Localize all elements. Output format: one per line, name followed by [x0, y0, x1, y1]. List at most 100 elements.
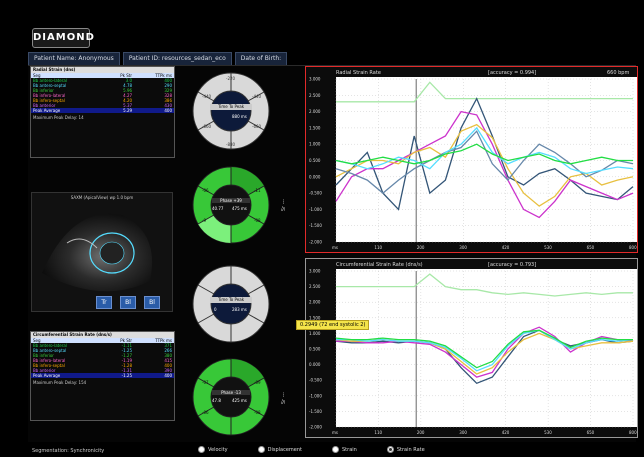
chart-xtick: 420 — [502, 245, 510, 250]
chart-ytick: -1.500 — [309, 223, 322, 228]
circ-table-body: Bb antero-lateral -1.11 371 Bb antero-septa… — [31, 343, 174, 378]
chart-xtick: 300 — [459, 430, 467, 435]
circ-table-header: Seg Pk Str TTPk ms — [31, 338, 174, 343]
radial-table-row-ttpk: 328 — [164, 93, 172, 98]
circ-header-pk: Pk Str — [120, 338, 133, 343]
ring-bot2-v1: -09 — [254, 380, 261, 385]
radial-table-row-peak: 4.20 — [123, 98, 133, 103]
chart-xtick: 650 — [587, 245, 595, 250]
radial-table-row[interactable]: Bb infero-lateral 4.27 328 — [31, 93, 174, 98]
chart-xtick: 200 — [417, 245, 425, 250]
echo-button-2[interactable]: Bl — [120, 296, 136, 309]
radial-table-row-label: Bb inferior — [33, 88, 54, 93]
ring-top1-seg3: -880 — [226, 142, 236, 147]
chart-ytick: 1.500 — [309, 315, 321, 320]
radial-table-row[interactable]: Bb anterior 5.37 430 — [31, 103, 174, 108]
radio-strain-rate[interactable]: Strain Rate — [386, 446, 425, 453]
bullseye-ring-icon — [192, 166, 270, 244]
radial-table-row[interactable]: Bb antero-lateral 3.0 400 — [31, 78, 174, 83]
radio-strain-label: Strain — [342, 446, 357, 453]
radio-displacement[interactable]: Displacement — [257, 446, 302, 453]
circ-table-row[interactable]: Bb inferior -1.27 380 — [31, 353, 174, 358]
circ-table-row[interactable]: Bb infero-septal -1.28 400 — [31, 363, 174, 368]
circ-table-row-ttpk: 415 — [164, 358, 172, 363]
chart-ytick: 2.500 — [309, 284, 321, 289]
ring-bot1-left: 0 — [214, 307, 217, 312]
circ-table-row[interactable]: Bb anterior -1.31 390 — [31, 368, 174, 373]
chart-xtick: ms — [332, 430, 338, 435]
circ-table-row-peak: -1.31 — [121, 368, 133, 373]
chart-ytick: 2.500 — [309, 93, 321, 98]
chart-xtick: 800 — [629, 245, 637, 250]
patient-info-bar: Patient Name: Anonymous Patient ID: reso… — [28, 52, 288, 66]
echo-caption: SAXM (ApicalView) wp 1.0 bpm — [70, 195, 134, 200]
diamond-logo: DIAMOND — [32, 28, 94, 48]
chart-ytick: -0.500 — [309, 378, 322, 383]
patient-id-tab[interactable]: Patient ID: resources_sedan_eco — [122, 52, 232, 66]
chart-ytick: 3.000 — [309, 269, 321, 274]
radial-table-row[interactable]: Bb antero-septal 4.78 290 — [31, 83, 174, 88]
echo-image-viewport[interactable]: SAXM (ApicalView) wp 1.0 bpm Tr Bl Bl — [31, 192, 173, 312]
radial-header-ttpk: TTPk ms — [155, 73, 172, 78]
chart-series-line — [336, 81, 633, 103]
circ-table-row[interactable]: Peak Average -1.25 400 — [31, 373, 174, 378]
chart-ytick: -1.000 — [309, 393, 322, 398]
patient-name-tab[interactable]: Patient Name: Anonymous — [28, 52, 120, 66]
chart-series-line — [335, 126, 634, 175]
ring-time-to-peak-bottom[interactable]: Time To Peak 0 283 ms — [190, 263, 272, 349]
circ-footer: Maximum Peak Delay: 154 — [33, 380, 87, 385]
radio-velocity[interactable]: Velocity — [198, 446, 228, 453]
radial-table-row[interactable]: Bb infero-septal 4.20 386 — [31, 98, 174, 103]
circ-table-row-label: Peak Average — [33, 373, 61, 378]
chart-xtick: 530 — [544, 245, 552, 250]
radial-header-pk: Pk Str — [120, 73, 133, 78]
ring-bot2-sub: 47.8 — [212, 398, 221, 403]
ring-top1-seg5: -440 — [252, 94, 262, 99]
circ-table-row-label: Bb inferior — [33, 353, 54, 358]
dob-tab[interactable]: Date of Birth: — [234, 52, 288, 66]
chart-ytick: 2.000 — [309, 109, 321, 114]
radial-table-row-peak: 5.37 — [123, 103, 133, 108]
ring-bot2-sub2: 425 ms — [232, 398, 247, 403]
chart-series-line — [336, 329, 634, 372]
ring-phase-bottom[interactable]: Phase -13 47.8 425 ms -07 -09 -06 -08 — [190, 356, 272, 442]
circ-table-row-ttpk: 400 — [164, 363, 172, 368]
radial-table-row-peak: 5.29 — [123, 108, 133, 113]
chart-ytick: -2.000 — [309, 240, 322, 245]
chart-ytick: 0.500 — [309, 158, 321, 163]
chart-title: Radial Strain Rate — [336, 70, 381, 76]
radio-strain[interactable]: Strain — [332, 446, 357, 453]
circ-table-row[interactable]: Bb antero-lateral -1.11 371 — [31, 343, 174, 348]
ring-bot1-label: Time To Peak — [210, 297, 252, 303]
ring-time-to-peak-top[interactable]: Time To Peak 880 ms -220 -440 -660 -880 … — [190, 70, 272, 156]
circ-table-row[interactable]: Bb infero-lateral -1.19 415 — [31, 358, 174, 363]
circ-table-row-peak: -1.28 — [121, 363, 133, 368]
chart-title: Circumferential Strain Rate (dns/s) — [336, 262, 423, 268]
chart-ytick: -1.500 — [309, 409, 322, 414]
chart-ytick: 0.000 — [309, 362, 321, 367]
radial-strain-panel: Radial Strain (dns) Seg Pk Str TTPk ms B… — [30, 66, 175, 158]
chart-series-line — [335, 329, 633, 369]
ring-top2-v1: -11 — [254, 188, 261, 193]
radial-table-row-peak: 3.0 — [125, 78, 133, 83]
circ-table-row-label: Bb antero-septal — [33, 348, 67, 353]
radial-table-row-label: Bb infero-septal — [33, 98, 65, 103]
radial-table-row[interactable]: Bb inferior 5.96 329 — [31, 88, 174, 93]
chart-series-line — [335, 110, 634, 219]
chart-yaxis-strip — [306, 269, 336, 437]
circ-table-row-peak: -1.25 — [121, 348, 133, 353]
bullseye-ring-icon — [192, 265, 270, 343]
ring-top1-seg1: -440 — [202, 94, 212, 99]
radio-displacement-label: Displacement — [267, 446, 302, 453]
echo-button-3[interactable]: Bl — [144, 296, 160, 309]
radial-table-row-ttpk: 430 — [164, 103, 172, 108]
echo-button-1[interactable]: Tr — [96, 296, 112, 309]
chart-ytick: 0.000 — [309, 174, 321, 179]
radial-table-row[interactable]: Peak Average 5.29 400 — [31, 108, 174, 113]
circ-table-row[interactable]: Bb antero-septal -1.25 266 — [31, 348, 174, 353]
radial-strain-chart[interactable]: Radial Strain Rate [accuracy = 0.994] 660 … — [305, 66, 638, 253]
circ-strain-chart[interactable]: Circumferential Strain Rate (dns/s) [accu… — [305, 258, 638, 438]
radial-table-row-label: Bb anterior — [33, 103, 56, 108]
ring-phase-top[interactable]: Phase +39 40.77 475 ms -06 -11 -9 -08 — [190, 164, 272, 250]
